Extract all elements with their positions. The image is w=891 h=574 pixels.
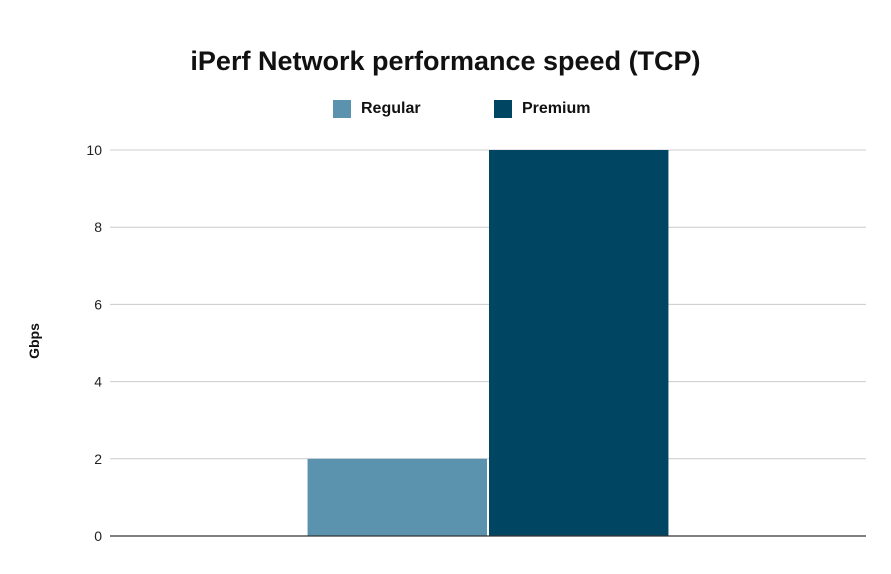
legend: Regular Premium: [0, 100, 891, 122]
legend-swatch-regular: [333, 100, 351, 118]
bar-regular[interactable]: [307, 458, 487, 536]
legend-label-regular: Regular: [361, 100, 421, 117]
legend-swatch-premium: [494, 100, 512, 118]
y-tick-label-0: 0: [94, 528, 102, 544]
legend-label-premium: Premium: [522, 100, 591, 117]
bar-premium[interactable]: [489, 150, 669, 536]
legend-item-premium: Premium: [494, 100, 590, 118]
y-tick-label-2: 2: [94, 451, 102, 467]
y-tick-label-10: 10: [86, 142, 102, 158]
chart-title: iPerf Network performance speed (TCP): [190, 46, 701, 76]
y-tick-label-8: 8: [94, 219, 102, 235]
legend-item-regular: Regular: [333, 100, 421, 118]
y-tick-label-4: 4: [94, 374, 102, 390]
y-tick-label-6: 6: [94, 296, 102, 312]
